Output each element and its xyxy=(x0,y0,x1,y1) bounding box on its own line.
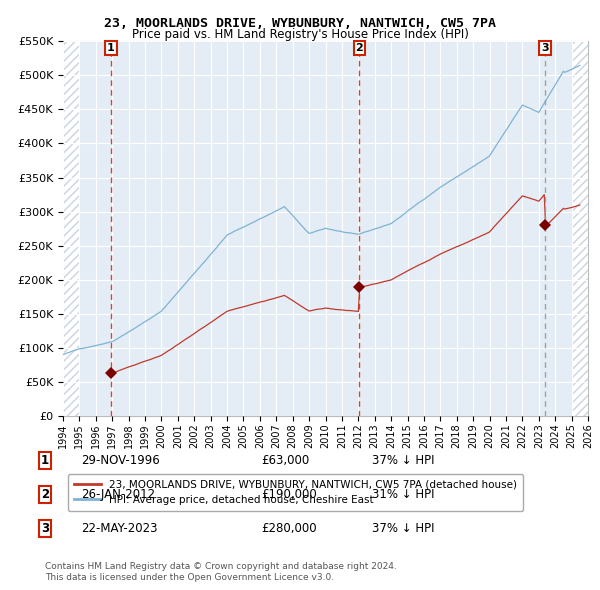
Text: 3: 3 xyxy=(41,522,49,535)
Text: 26-JAN-2012: 26-JAN-2012 xyxy=(81,488,155,501)
Text: Contains HM Land Registry data © Crown copyright and database right 2024.: Contains HM Land Registry data © Crown c… xyxy=(45,562,397,571)
Text: £190,000: £190,000 xyxy=(261,488,317,501)
Text: 1: 1 xyxy=(107,43,115,53)
Text: 29-NOV-1996: 29-NOV-1996 xyxy=(81,454,160,467)
Text: This data is licensed under the Open Government Licence v3.0.: This data is licensed under the Open Gov… xyxy=(45,572,334,582)
Text: 31% ↓ HPI: 31% ↓ HPI xyxy=(372,488,434,501)
Bar xyxy=(572,41,588,416)
Bar xyxy=(63,41,79,416)
Text: £280,000: £280,000 xyxy=(261,522,317,535)
Legend: 23, MOORLANDS DRIVE, WYBUNBURY, NANTWICH, CW5 7PA (detached house), HPI: Average: 23, MOORLANDS DRIVE, WYBUNBURY, NANTWICH… xyxy=(68,474,523,512)
Text: £63,000: £63,000 xyxy=(261,454,309,467)
Text: 22-MAY-2023: 22-MAY-2023 xyxy=(81,522,157,535)
Text: 23, MOORLANDS DRIVE, WYBUNBURY, NANTWICH, CW5 7PA: 23, MOORLANDS DRIVE, WYBUNBURY, NANTWICH… xyxy=(104,17,496,30)
Text: 37% ↓ HPI: 37% ↓ HPI xyxy=(372,454,434,467)
Text: 1: 1 xyxy=(41,454,49,467)
Text: 37% ↓ HPI: 37% ↓ HPI xyxy=(372,522,434,535)
Text: 2: 2 xyxy=(356,43,364,53)
Text: 2: 2 xyxy=(41,488,49,501)
Text: 3: 3 xyxy=(541,43,549,53)
Text: Price paid vs. HM Land Registry's House Price Index (HPI): Price paid vs. HM Land Registry's House … xyxy=(131,28,469,41)
